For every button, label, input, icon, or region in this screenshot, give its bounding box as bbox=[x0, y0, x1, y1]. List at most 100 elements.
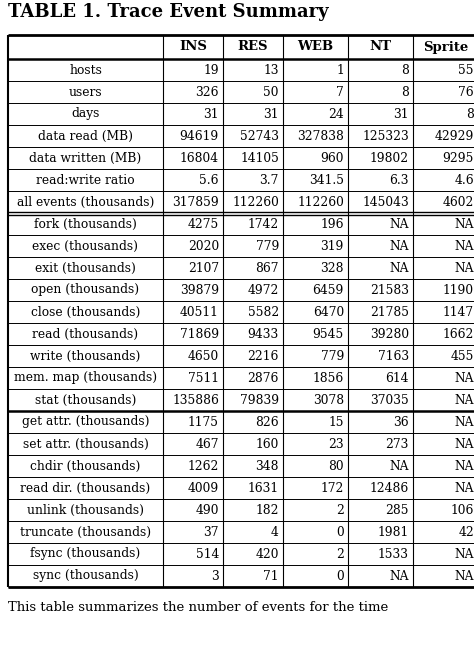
Text: NT: NT bbox=[370, 40, 392, 53]
Text: read:write ratio: read:write ratio bbox=[36, 174, 135, 186]
Text: 273: 273 bbox=[386, 437, 409, 450]
Text: 348: 348 bbox=[255, 460, 279, 473]
Text: NA: NA bbox=[390, 460, 409, 473]
Text: NA: NA bbox=[390, 240, 409, 253]
Text: 16804: 16804 bbox=[180, 152, 219, 165]
Text: 1662: 1662 bbox=[443, 327, 474, 340]
Text: 8: 8 bbox=[466, 107, 474, 120]
Text: 779: 779 bbox=[255, 240, 279, 253]
Text: 1175: 1175 bbox=[188, 415, 219, 428]
Text: 50: 50 bbox=[264, 85, 279, 98]
Text: 55: 55 bbox=[458, 64, 474, 77]
Text: RES: RES bbox=[238, 40, 268, 53]
Text: 19802: 19802 bbox=[370, 152, 409, 165]
Text: all events (thousands): all events (thousands) bbox=[17, 195, 154, 208]
Text: 112260: 112260 bbox=[232, 195, 279, 208]
Text: 37035: 37035 bbox=[370, 393, 409, 406]
Text: This table summarizes the number of events for the time: This table summarizes the number of even… bbox=[8, 601, 388, 614]
Text: 172: 172 bbox=[320, 482, 344, 495]
Text: 326: 326 bbox=[195, 85, 219, 98]
Text: fork (thousands): fork (thousands) bbox=[34, 217, 137, 230]
Text: 4650: 4650 bbox=[188, 350, 219, 363]
Text: 2020: 2020 bbox=[188, 240, 219, 253]
Text: mem. map (thousands): mem. map (thousands) bbox=[14, 372, 157, 385]
Text: 4.6: 4.6 bbox=[455, 174, 474, 186]
Text: 145043: 145043 bbox=[362, 195, 409, 208]
Text: 135886: 135886 bbox=[172, 393, 219, 406]
Text: 7163: 7163 bbox=[378, 350, 409, 363]
Text: 5.6: 5.6 bbox=[200, 174, 219, 186]
Text: 6459: 6459 bbox=[313, 283, 344, 296]
Text: 39879: 39879 bbox=[180, 283, 219, 296]
Text: 1856: 1856 bbox=[313, 372, 344, 385]
Text: 12486: 12486 bbox=[370, 482, 409, 495]
Text: 319: 319 bbox=[320, 240, 344, 253]
Text: read dir. (thousands): read dir. (thousands) bbox=[20, 482, 151, 495]
Text: TABLE 1. Trace Event Summary: TABLE 1. Trace Event Summary bbox=[8, 3, 328, 21]
Text: 40511: 40511 bbox=[180, 305, 219, 318]
Text: 21785: 21785 bbox=[370, 305, 409, 318]
Text: close (thousands): close (thousands) bbox=[31, 305, 140, 318]
Text: 31: 31 bbox=[203, 107, 219, 120]
Text: Sprite: Sprite bbox=[423, 40, 468, 53]
Text: 826: 826 bbox=[255, 415, 279, 428]
Text: 76: 76 bbox=[458, 85, 474, 98]
Text: 6.3: 6.3 bbox=[390, 174, 409, 186]
Text: 2876: 2876 bbox=[247, 372, 279, 385]
Text: 2: 2 bbox=[336, 503, 344, 516]
Text: 327838: 327838 bbox=[297, 130, 344, 143]
Text: 52743: 52743 bbox=[240, 130, 279, 143]
Text: 285: 285 bbox=[385, 503, 409, 516]
Text: exec (thousands): exec (thousands) bbox=[33, 240, 138, 253]
Text: users: users bbox=[69, 85, 102, 98]
Text: 514: 514 bbox=[196, 547, 219, 561]
Text: 1742: 1742 bbox=[248, 217, 279, 230]
Text: 182: 182 bbox=[255, 503, 279, 516]
Text: 23: 23 bbox=[328, 437, 344, 450]
Text: NA: NA bbox=[455, 547, 474, 561]
Text: 160: 160 bbox=[255, 437, 279, 450]
Text: 960: 960 bbox=[320, 152, 344, 165]
Text: write (thousands): write (thousands) bbox=[30, 350, 141, 363]
Text: 106: 106 bbox=[451, 503, 474, 516]
Text: unlink (thousands): unlink (thousands) bbox=[27, 503, 144, 516]
Text: 341.5: 341.5 bbox=[309, 174, 344, 186]
Text: stat (thousands): stat (thousands) bbox=[35, 393, 136, 406]
Text: 4602: 4602 bbox=[443, 195, 474, 208]
Text: 1262: 1262 bbox=[188, 460, 219, 473]
Text: 490: 490 bbox=[195, 503, 219, 516]
Text: set attr. (thousands): set attr. (thousands) bbox=[23, 437, 148, 450]
Text: 14105: 14105 bbox=[240, 152, 279, 165]
Text: 3078: 3078 bbox=[313, 393, 344, 406]
Text: 1: 1 bbox=[336, 64, 344, 77]
Text: 24: 24 bbox=[328, 107, 344, 120]
Text: NA: NA bbox=[455, 372, 474, 385]
Text: 31: 31 bbox=[264, 107, 279, 120]
Text: 196: 196 bbox=[320, 217, 344, 230]
Text: 420: 420 bbox=[255, 547, 279, 561]
Text: WEB: WEB bbox=[298, 40, 334, 53]
Text: 1533: 1533 bbox=[378, 547, 409, 561]
Text: 2107: 2107 bbox=[188, 262, 219, 275]
Text: 42: 42 bbox=[458, 525, 474, 538]
Text: 1190: 1190 bbox=[443, 283, 474, 296]
Text: 317859: 317859 bbox=[172, 195, 219, 208]
Text: 614: 614 bbox=[385, 372, 409, 385]
Text: 6470: 6470 bbox=[313, 305, 344, 318]
Text: data read (MB): data read (MB) bbox=[38, 130, 133, 143]
Text: NA: NA bbox=[390, 570, 409, 583]
Text: 9545: 9545 bbox=[313, 327, 344, 340]
Text: 7511: 7511 bbox=[188, 372, 219, 385]
Text: 79839: 79839 bbox=[240, 393, 279, 406]
Text: 8: 8 bbox=[401, 85, 409, 98]
Text: NA: NA bbox=[455, 217, 474, 230]
Text: 2216: 2216 bbox=[247, 350, 279, 363]
Text: chdir (thousands): chdir (thousands) bbox=[30, 460, 141, 473]
Text: 467: 467 bbox=[195, 437, 219, 450]
Text: 3.7: 3.7 bbox=[260, 174, 279, 186]
Text: 80: 80 bbox=[328, 460, 344, 473]
Text: 4: 4 bbox=[271, 525, 279, 538]
Text: 1631: 1631 bbox=[248, 482, 279, 495]
Text: data written (MB): data written (MB) bbox=[29, 152, 142, 165]
Text: 21583: 21583 bbox=[370, 283, 409, 296]
